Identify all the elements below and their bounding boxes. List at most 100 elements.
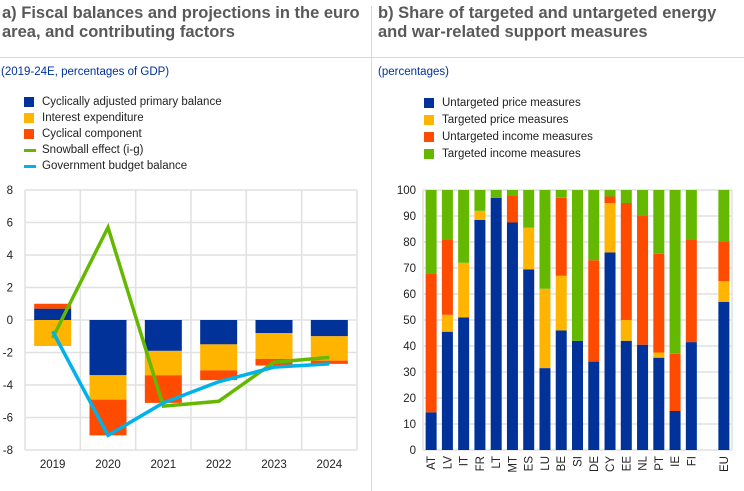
x-tick-label: PT	[654, 456, 666, 471]
legend-label: Untargeted income measures	[442, 130, 593, 143]
bar-segment	[572, 340, 583, 450]
bar-segment	[637, 190, 649, 216]
legend-item: Interest expenditure	[24, 110, 222, 126]
bar-segment	[588, 361, 600, 450]
bar-segment	[144, 320, 182, 351]
legend-label: Targeted price measures	[442, 113, 569, 126]
bar-segment	[620, 203, 632, 320]
legend-label: Interest expenditure	[42, 112, 144, 124]
legend-label: Cyclically adjusted primary balance	[42, 96, 222, 108]
bar-segment	[588, 260, 600, 362]
legend-label: Untargeted price measures	[442, 96, 581, 109]
panel-a-legend: Cyclically adjusted primary balance Inte…	[24, 94, 222, 174]
bar-segment	[637, 216, 649, 345]
bar-segment	[718, 190, 730, 242]
bar-segment	[653, 190, 665, 254]
bar-segment	[555, 197, 567, 276]
bar-segment	[200, 344, 238, 371]
bar-segment	[685, 239, 697, 343]
y-tick-label: -6	[3, 413, 13, 425]
bar-segment	[200, 320, 238, 345]
bar-segment	[89, 399, 127, 436]
y-tick-label: -2	[3, 348, 13, 360]
bar-segment	[425, 273, 437, 413]
x-tick-label: AT	[426, 456, 438, 470]
legend-item: Government budget balance	[24, 158, 222, 174]
bar-segment	[310, 336, 348, 361]
bar-segment	[604, 196, 616, 203]
series-line	[51, 222, 330, 408]
header-divider	[0, 57, 744, 58]
bar-segment	[474, 210, 486, 220]
x-tick-label: FR	[475, 456, 487, 471]
bar-segment	[490, 190, 502, 198]
x-tick-label: FI	[686, 456, 698, 466]
bar-segment	[34, 308, 72, 320]
legend-item: Cyclically adjusted primary balance	[24, 94, 222, 110]
bar-segment	[572, 190, 583, 341]
y-tick-label: 2	[7, 283, 13, 295]
bar-segment	[523, 190, 535, 228]
legend-swatch	[424, 97, 434, 108]
legend-item: Untargeted income measures	[424, 128, 593, 145]
bar-segment	[506, 190, 518, 196]
bar-segment	[555, 330, 567, 450]
x-tick-label: DE	[589, 456, 601, 472]
bar-segment	[555, 190, 567, 198]
bar-segment	[555, 275, 567, 331]
panel-b-legend: Untargeted price measures Targeted price…	[424, 94, 593, 162]
x-tick-label: IE	[670, 456, 682, 467]
y-tick-label: 50	[403, 315, 416, 327]
y-tick-label: -8	[3, 445, 13, 457]
bar-segment	[685, 342, 697, 450]
bar-segment	[458, 190, 470, 263]
bar-segment	[34, 303, 72, 309]
y-tick-label: 60	[403, 289, 416, 301]
bar-segment	[310, 360, 348, 364]
bar-segment	[255, 320, 293, 333]
x-tick-label: IT	[459, 456, 471, 466]
x-tick-label: 2019	[40, 459, 66, 471]
y-tick-label: 70	[403, 263, 416, 275]
bar-segment	[669, 190, 681, 354]
y-tick-label: 90	[403, 211, 416, 223]
legend-item: Targeted income measures	[424, 145, 593, 162]
x-tick-label: BE	[556, 456, 568, 472]
bar-segment	[539, 368, 551, 450]
legend-swatch	[24, 129, 34, 139]
bar-segment	[89, 320, 127, 376]
x-tick-label: 2020	[95, 459, 121, 471]
bar-segment	[588, 190, 600, 261]
x-tick-label: 2022	[206, 459, 232, 471]
bar-segment	[425, 412, 437, 450]
x-tick-label: 2021	[151, 459, 177, 471]
bar-segment	[653, 357, 665, 450]
x-tick-label: 2023	[261, 459, 287, 471]
bar-segment	[539, 288, 551, 369]
x-tick-label: 2024	[317, 459, 343, 471]
y-tick-label: 6	[7, 218, 13, 230]
y-tick-label: -4	[3, 380, 14, 392]
x-tick-label: LV	[442, 456, 454, 470]
panel-divider	[371, 6, 372, 491]
bar-segment	[474, 219, 486, 450]
x-tick-label: MT	[507, 456, 519, 473]
bar-segment	[637, 344, 649, 450]
x-tick-label: EE	[621, 456, 633, 472]
y-tick-label: 0	[410, 445, 416, 457]
bar-segment	[441, 190, 453, 240]
bar-segment	[441, 331, 453, 450]
legend-label: Cyclical component	[42, 128, 142, 140]
panel-b-subtitle: (percentages)	[378, 66, 449, 78]
bar-segment	[458, 317, 470, 450]
x-tick-label: CY	[605, 456, 617, 472]
bar-segment	[653, 253, 665, 353]
y-tick-label: 4	[7, 250, 14, 262]
x-tick-label: LT	[491, 456, 503, 469]
legend-item: Snowball effect (i-g)	[24, 142, 222, 158]
bar-segment	[506, 222, 518, 450]
x-tick-label: ES	[524, 456, 536, 472]
bar-segment	[620, 340, 632, 450]
y-tick-label: 40	[403, 341, 416, 353]
